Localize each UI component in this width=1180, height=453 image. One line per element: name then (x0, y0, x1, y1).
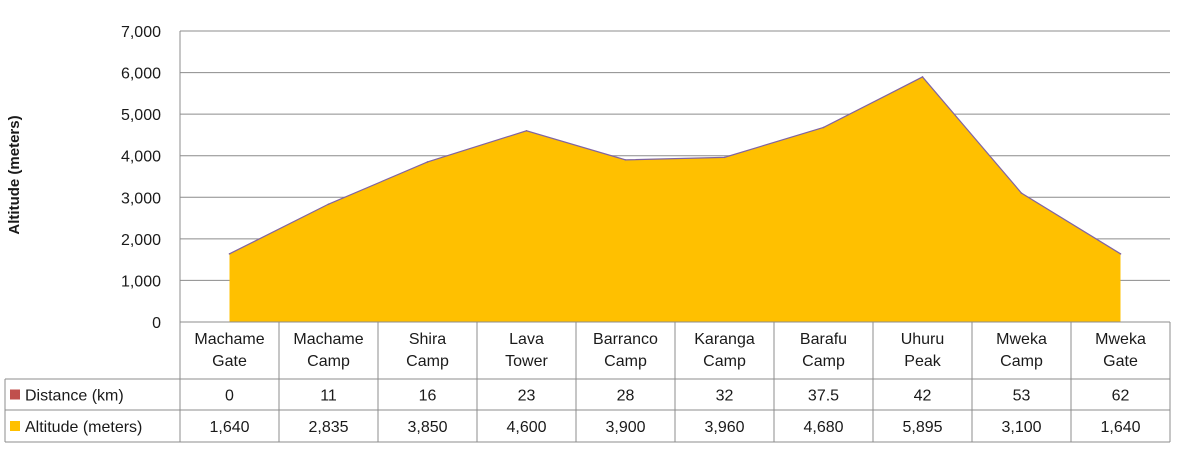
table-cell-value: 0 (225, 388, 234, 405)
legend-label: Distance (km) (25, 388, 124, 405)
y-tick-label: 3,000 (121, 190, 161, 207)
table-cell-value: 53 (1013, 388, 1031, 405)
altitude-point (624, 159, 627, 161)
y-tick-label: 6,000 (121, 66, 161, 83)
y-tick-label: 2,000 (121, 232, 161, 249)
table-cell-value: 1,640 (209, 419, 249, 436)
table-cell-value: 3,100 (1001, 419, 1041, 436)
altitude-point (921, 76, 924, 78)
legend-swatch (10, 421, 20, 431)
table-cell-value: 28 (617, 388, 635, 405)
table-cell-value: 1,640 (1100, 419, 1140, 436)
table-cell-value: 3,900 (605, 419, 645, 436)
legend-label: Altitude (meters) (25, 419, 142, 436)
x-category-label: Barafu Camp (800, 331, 847, 370)
y-axis-title: Altitude (meters) (6, 115, 23, 234)
x-category-label: Shira Camp (406, 331, 449, 370)
altitude-point (327, 203, 330, 205)
altitude-area (229, 76, 1121, 322)
table-cell-value: 16 (419, 388, 437, 405)
altitude-point (426, 161, 429, 163)
x-category-label: Karanga Camp (694, 331, 755, 370)
table-cell-value: 37.5 (808, 388, 839, 405)
table-cell-value: 62 (1112, 388, 1130, 405)
altitude-point (228, 253, 231, 255)
x-category-label: Uhuru Peak (901, 331, 945, 370)
y-tick-label: 7,000 (121, 24, 161, 41)
altitude-point (723, 156, 726, 159)
legend-swatch (10, 389, 20, 400)
altitude-point (1119, 253, 1122, 255)
table-cell-value: 23 (518, 388, 536, 405)
y-tick-label: 5,000 (121, 107, 161, 124)
y-tick-label: 4,000 (121, 149, 161, 166)
table-cell-value: 3,850 (407, 419, 447, 436)
table-cell-value: 4,680 (803, 419, 843, 436)
x-category-label: Mweka Gate (1095, 331, 1146, 370)
x-category-label: Machame Camp (293, 331, 363, 370)
y-tick-label: 0 (152, 315, 161, 332)
altitude-point (525, 129, 528, 132)
table-cell-value: 5,895 (902, 419, 942, 436)
altitude-point (822, 126, 825, 129)
x-category-label: Machame Gate (194, 331, 264, 370)
x-category-label: Barranco Camp (593, 331, 658, 370)
x-category-label: Lava Tower (505, 331, 548, 370)
table-cell-value: 42 (914, 388, 932, 405)
table-cell-value: 2,835 (308, 419, 348, 436)
table-cell-value: 3,960 (704, 419, 744, 436)
y-tick-label: 1,000 (121, 273, 161, 290)
table-cell-value: 32 (716, 388, 734, 405)
altitude-point (1020, 192, 1023, 194)
table-cell-value: 4,600 (506, 419, 546, 436)
x-category-label: Mweka Camp (996, 331, 1047, 370)
table-cell-value: 11 (320, 388, 337, 405)
altitude-line (229, 76, 1121, 255)
